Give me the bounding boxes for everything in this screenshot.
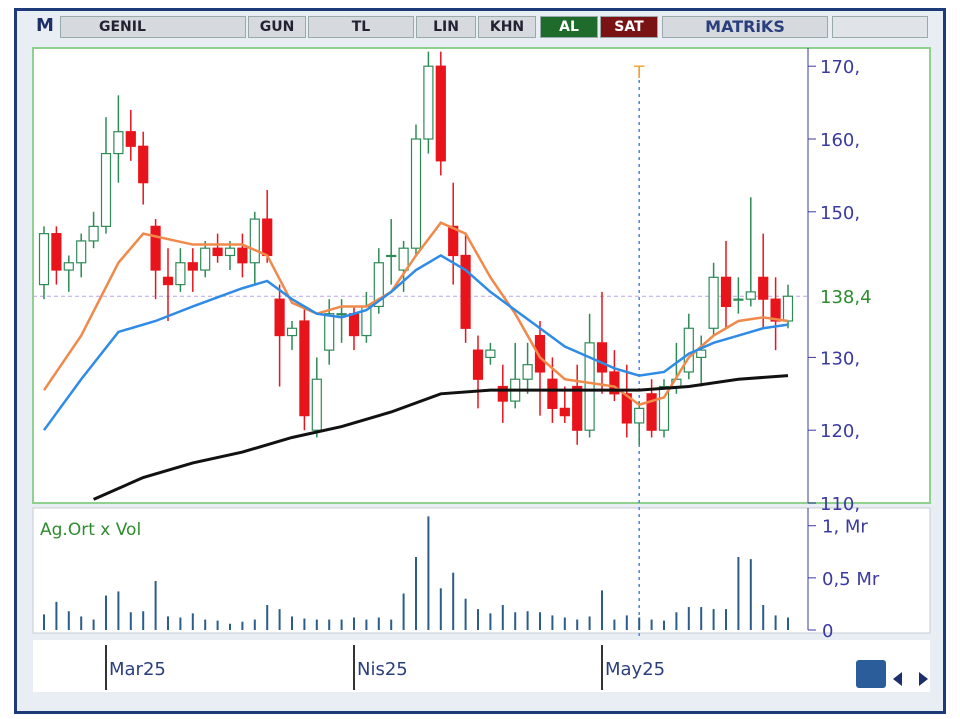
y-tick-label: 120, <box>820 421 860 442</box>
candle-body <box>373 262 384 308</box>
candle-body <box>448 225 459 257</box>
y-tick-label: 160, <box>820 130 860 151</box>
brand: MATRiKS <box>662 16 828 38</box>
candle-body <box>311 378 322 431</box>
date-axis <box>33 640 930 692</box>
buy-button[interactable]: AL <box>540 16 598 38</box>
y-tick-label: 150, <box>820 203 860 224</box>
candle-body <box>200 247 211 271</box>
candle-body <box>51 233 62 271</box>
candle-body <box>398 247 409 271</box>
candle-body <box>100 152 112 227</box>
volume-tick-label: 0,5 Mr <box>822 569 880 590</box>
candle-body <box>423 65 434 140</box>
volume-label: Ag.Ort x Vol <box>40 520 141 540</box>
candle-body <box>758 276 769 300</box>
candle-body <box>38 233 50 286</box>
candle-body <box>559 407 570 417</box>
candle-body <box>212 247 223 257</box>
candle-body <box>224 247 236 257</box>
candle-body <box>696 349 707 358</box>
candle-body <box>522 364 533 380</box>
marker-label: T <box>633 63 645 83</box>
moving-average <box>42 254 789 431</box>
candle-body <box>720 276 732 308</box>
scroll-buttons[interactable] <box>893 672 928 686</box>
date-label: Mar25 <box>109 659 166 680</box>
candle-body <box>138 145 149 184</box>
candle-body <box>237 247 248 264</box>
candle-body <box>646 393 657 431</box>
style-button[interactable]: KHN <box>478 16 536 38</box>
candle-body <box>547 378 558 409</box>
candle-body <box>572 385 583 431</box>
candle-body <box>386 254 397 258</box>
y-tick-label: 130, <box>820 348 860 369</box>
candle-body <box>150 225 161 271</box>
candle-body <box>286 327 298 337</box>
window-controls[interactable] <box>832 16 928 38</box>
logo: M <box>33 16 57 38</box>
candle-body <box>63 262 74 271</box>
candle-body <box>187 262 198 271</box>
candle-body <box>782 295 794 322</box>
last-price-label: 138,4 <box>820 287 872 308</box>
candle-body <box>324 313 335 351</box>
volume-panel <box>32 507 931 634</box>
candle-body <box>435 65 446 162</box>
scale-button[interactable]: LIN <box>416 16 476 38</box>
candle-body <box>175 262 186 286</box>
candle-body <box>596 342 608 373</box>
candle-body <box>621 393 632 424</box>
candle-body <box>410 138 422 249</box>
symbol[interactable]: GENIL <box>60 16 246 38</box>
candle-body <box>348 313 360 337</box>
candle-body <box>497 385 508 402</box>
candle-body <box>708 276 719 329</box>
candle-body <box>262 218 273 257</box>
candle-body <box>658 385 670 431</box>
sell-button[interactable]: SAT <box>600 16 658 38</box>
y-tick-label: 110, <box>820 494 860 515</box>
candle-body <box>534 334 546 373</box>
candle-body <box>274 298 285 337</box>
candle-body <box>472 349 484 380</box>
candle-body <box>88 225 99 242</box>
candle-body <box>770 298 781 322</box>
candle-body <box>299 320 310 417</box>
moving-average <box>92 374 789 501</box>
candle-body <box>125 131 136 147</box>
candle-body <box>485 349 496 358</box>
date-label: May25 <box>605 659 665 680</box>
currency-button[interactable]: TL <box>308 16 414 38</box>
moving-average <box>42 221 789 407</box>
y-tick-label: 170, <box>820 57 860 78</box>
candle-body <box>584 342 595 431</box>
candle-body <box>113 131 124 155</box>
refresh-button[interactable] <box>856 660 886 688</box>
candle-body <box>460 254 471 329</box>
candle-body <box>609 371 620 395</box>
candle-body <box>162 276 174 286</box>
candle-body <box>683 327 694 373</box>
volume-tick-label: 0 <box>822 621 833 642</box>
period-button[interactable]: GUN <box>248 16 306 38</box>
candle-body <box>249 218 260 264</box>
volume-tick-label: 1, Mr <box>822 517 868 538</box>
candle-body <box>634 407 645 424</box>
candle-body <box>336 313 347 316</box>
candle-body <box>733 298 744 301</box>
candle-body <box>76 240 87 264</box>
candle-body <box>745 291 756 300</box>
date-label: Nis25 <box>357 659 408 680</box>
